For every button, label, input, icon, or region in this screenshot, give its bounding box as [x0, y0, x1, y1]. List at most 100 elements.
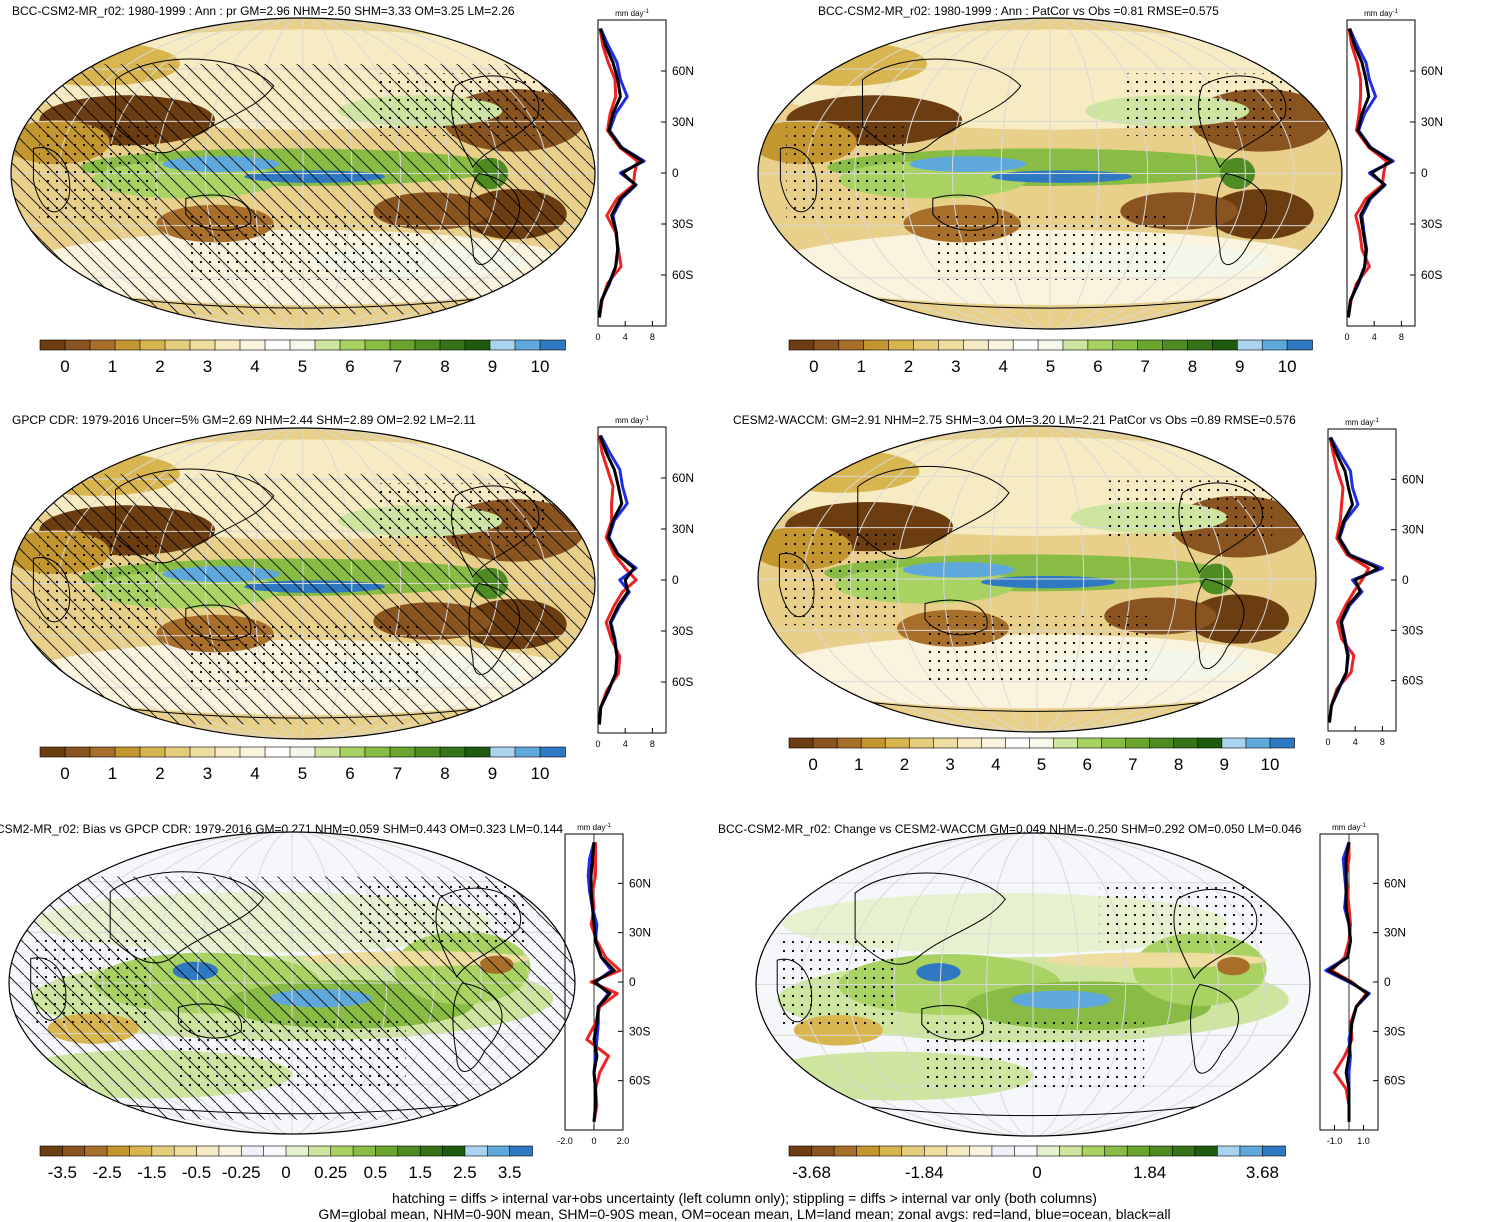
lat-tick-label: 60N — [1402, 472, 1424, 486]
colorbar-swatch — [39, 746, 66, 758]
zonal-unit-label: mm day-1 — [615, 9, 649, 18]
lat-tick-label: 0 — [629, 975, 636, 989]
colorbar-change: -3.68 -1.84 0 1.84 3.68 — [788, 1145, 1286, 1184]
longitude-gridline — [1036, 426, 1225, 732]
coastline — [779, 147, 818, 213]
colorbar-svg: 0 1 2 3 4 5 6 7 8 9 10 — [39, 746, 566, 783]
zonal-line-black — [597, 434, 636, 725]
colorbar-swatch — [314, 746, 341, 758]
colorbar-swatch — [539, 746, 566, 758]
precip-region — [1133, 932, 1267, 1006]
colorbar-swatch — [486, 1145, 511, 1157]
colorbar-swatch — [289, 339, 316, 351]
colorbar-swatch — [1053, 737, 1079, 749]
panel-title-obs: GPCP CDR: 1979-2016 Uncer=5% GM=2.69 NHM… — [12, 413, 476, 427]
colorbar-swatch — [339, 746, 366, 758]
coastline — [127, 708, 479, 719]
lat-tick-label: 30N — [672, 115, 694, 129]
panel-title-bias: CSM2-MR_r02: Bias vs GPCP CDR: 1979-2016… — [0, 822, 564, 836]
colorbar-swatch — [957, 737, 983, 749]
colorbar-svg: -3.5 -2.5 -1.5 -0.5 -0.25 0 0.25 0.5 1.5 2.5 3.5 — [39, 1145, 533, 1182]
colorbar-model-stipple: 0 1 2 3 4 5 6 7 8 9 10 — [788, 339, 1313, 378]
longitude-gridline — [986, 833, 1034, 1136]
zonal-svg: mm day-1 60N 30N 0 30S 60S 0 4 8 — [1344, 9, 1443, 342]
colorbar-swatch — [189, 339, 216, 351]
zonal-mean-change: mm day-1 60N 30N 0 30S 60S -1.0 1.0 — [1318, 820, 1418, 1154]
colorbar-swatch — [375, 1145, 399, 1157]
colorbar-swatch — [1125, 737, 1151, 749]
colorbar-label: 1 — [108, 764, 117, 783]
precip-region — [902, 562, 1015, 578]
zonal-mean-model-stipple: mm day-1 60N 30N 0 30S 60S 0 4 8 — [1344, 6, 1455, 350]
colorbar-swatch — [1029, 737, 1055, 749]
value-tick-label: 0 — [1344, 332, 1349, 342]
coastline — [109, 871, 265, 964]
coastline — [1195, 578, 1245, 670]
value-tick-label: 0 — [595, 739, 600, 749]
longitude-gridline — [1049, 18, 1100, 329]
zonal-svg: mm day-1 60N 30N 0 30S 60S -1.0 1.0 — [1319, 823, 1406, 1146]
panel-title-model: BCC-CSM2-MR_r02: 1980-1999 : Ann : pr GM… — [12, 4, 515, 18]
precip-region — [991, 170, 1133, 183]
colorbar-swatch — [114, 339, 141, 351]
stippling-overlay — [1104, 480, 1273, 543]
colorbar-svg: 0 1 2 3 4 5 6 7 8 9 10 — [788, 339, 1313, 376]
colorbar-swatch — [164, 746, 191, 758]
value-tick-label: 0 — [591, 1136, 596, 1146]
colorbar-swatch — [39, 339, 66, 351]
coastline — [1178, 482, 1263, 574]
lat-tick-label: 60S — [1402, 674, 1423, 688]
lat-tick-label: 60S — [629, 1074, 650, 1088]
map-svg — [757, 425, 1317, 733]
colorbar-swatch — [1012, 339, 1039, 351]
longitude-gridline — [1049, 18, 1295, 329]
colorbar-swatch — [1149, 737, 1175, 749]
colorbar-svg: -3.68 -1.84 0 1.84 3.68 — [788, 1145, 1286, 1182]
colorbar-swatch — [352, 1145, 377, 1157]
colorbar-label: 10 — [1260, 755, 1279, 774]
longitude-gridline — [1032, 833, 1127, 1136]
lat-tick-label: 0 — [1402, 573, 1409, 587]
colorbar-swatch — [84, 1145, 108, 1157]
coastline — [862, 58, 1022, 154]
colorbar-swatch — [1126, 1145, 1151, 1157]
map-bias — [8, 831, 576, 1135]
map-outline — [757, 17, 1343, 330]
value-tick-label: 4 — [623, 332, 628, 342]
colorbar-label: 4 — [991, 755, 1000, 774]
colorbar-swatch — [1112, 339, 1139, 351]
colorbar-swatch — [788, 339, 815, 351]
lat-tick-label: 60N — [1384, 876, 1406, 890]
colorbar-swatch — [1197, 737, 1223, 749]
colorbar-swatch — [389, 339, 416, 351]
map-outline — [10, 427, 596, 740]
colorbar-label: 8 — [440, 357, 449, 376]
colorbar-swatch — [1171, 1145, 1196, 1157]
colorbar-label: 5 — [298, 764, 307, 783]
colorbar-label: 0 — [60, 764, 69, 783]
colorbar-swatch — [442, 1145, 466, 1157]
colorbar-swatch — [89, 746, 116, 758]
map-svg — [10, 427, 596, 740]
colorbar-swatch — [196, 1145, 220, 1157]
coastline — [185, 194, 252, 231]
colorbar-swatch — [1162, 339, 1189, 351]
colorbar-label: 9 — [488, 357, 497, 376]
stippling-overlay — [36, 937, 150, 1029]
colorbar-swatch — [239, 746, 266, 758]
colorbar-swatch — [860, 737, 886, 749]
coastline — [30, 957, 67, 1021]
value-tick-label: -2.0 — [557, 1136, 573, 1146]
colorbar-obs: 0 1 2 3 4 5 6 7 8 9 10 — [39, 746, 566, 785]
longitude-gridline — [896, 426, 1038, 732]
longitude-gridline — [989, 426, 1038, 732]
lat-tick-label: 30S — [672, 217, 693, 231]
colorbar-swatch — [189, 746, 216, 758]
colorbar-swatch — [214, 339, 241, 351]
colorbar-swatch — [1005, 737, 1031, 749]
colorbar-swatch — [239, 339, 266, 351]
colorbar-swatch — [991, 1145, 1016, 1157]
colorbar-swatch — [1221, 737, 1247, 749]
coastline — [468, 172, 521, 266]
lat-tick-label: 0 — [672, 573, 679, 587]
